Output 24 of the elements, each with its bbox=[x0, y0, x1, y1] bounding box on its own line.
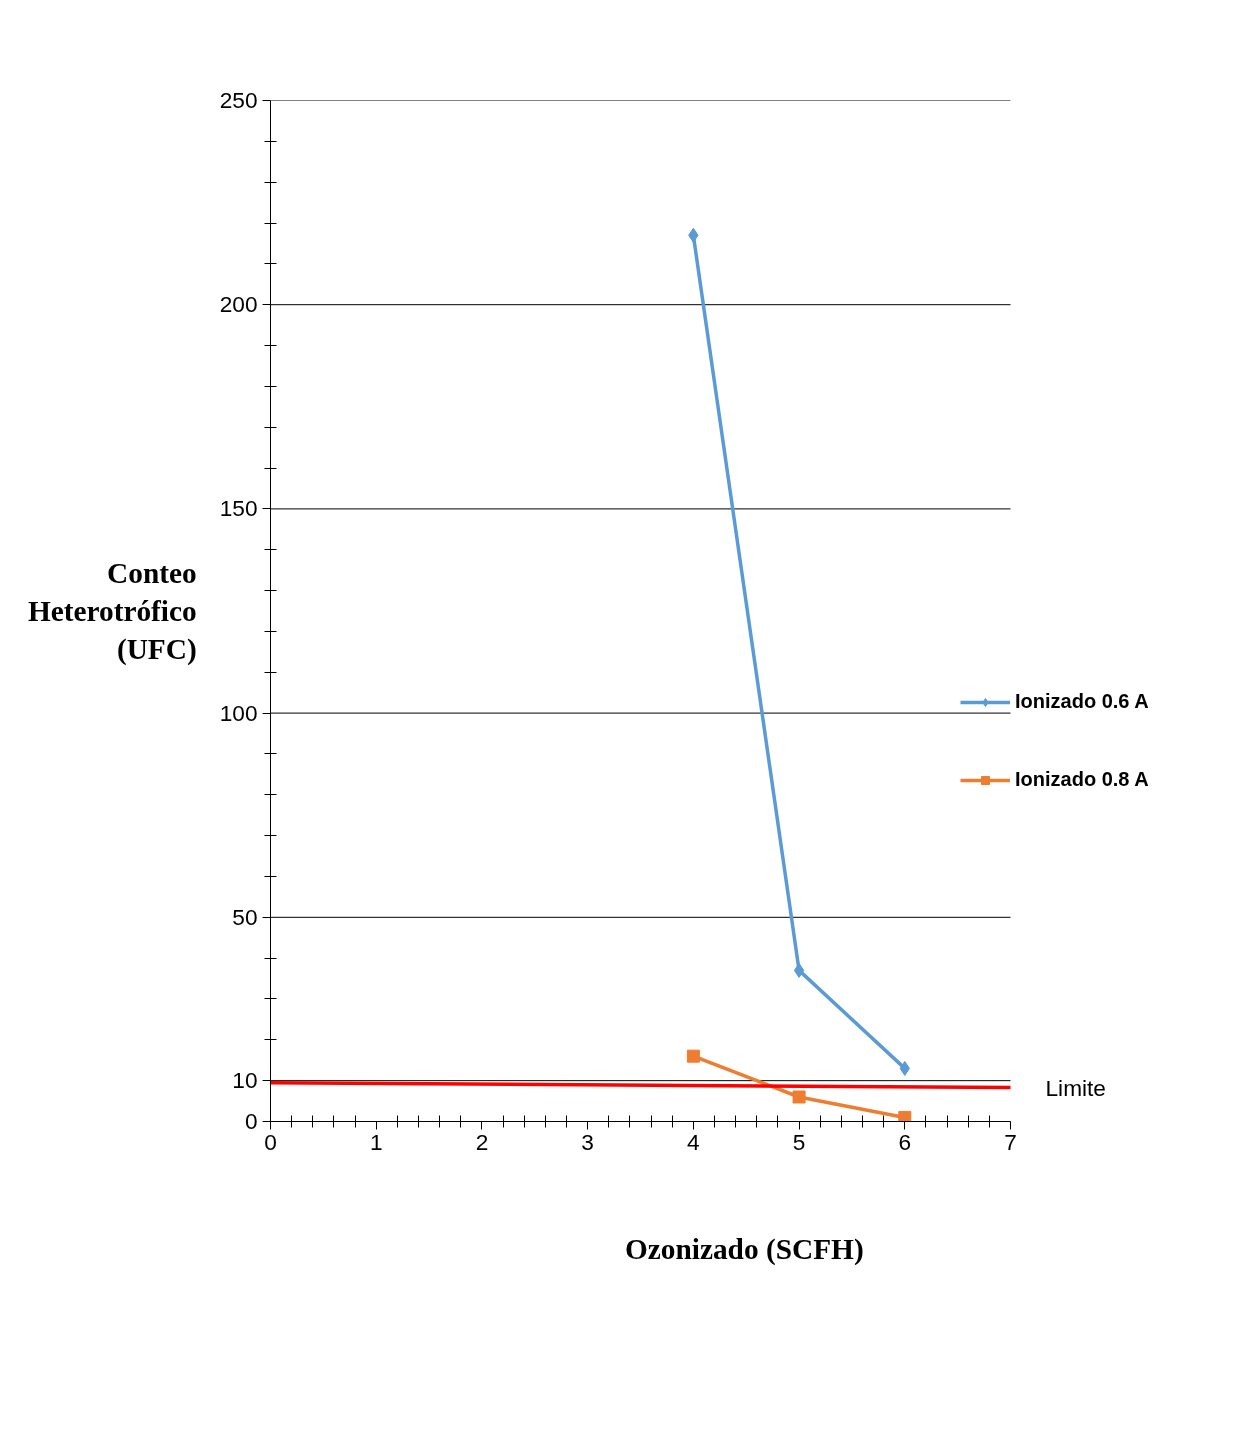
y-axis-title: Conteo Heterotrófico (UFC) bbox=[27, 556, 197, 667]
y-tick-label: 250 bbox=[219, 87, 258, 113]
x-tick-label: 5 bbox=[792, 1128, 806, 1155]
legend-label: Ionizado 0.6 A bbox=[1015, 690, 1149, 713]
y-tick-label: 150 bbox=[219, 495, 258, 522]
y-tick-label: 100 bbox=[219, 699, 258, 726]
x-tick-label: 6 bbox=[898, 1128, 912, 1155]
legend-label: Ionizado 0.8 A bbox=[1015, 768, 1149, 791]
y-tick-label: 50 bbox=[232, 903, 258, 930]
point bbox=[792, 1090, 806, 1104]
point bbox=[686, 1049, 700, 1063]
x-tick-label: 3 bbox=[581, 1128, 594, 1155]
x-tick-label: 4 bbox=[687, 1128, 700, 1155]
x-tick-label: 7 bbox=[1004, 1128, 1017, 1155]
y-tick-label: 10 bbox=[232, 1067, 258, 1094]
x-axis-title: Ozonizado (SCFH) bbox=[624, 1232, 864, 1266]
series-label: Limite bbox=[1045, 1074, 1106, 1101]
x-tick-label: 1 bbox=[369, 1128, 383, 1155]
x-tick-label: 2 bbox=[475, 1128, 489, 1155]
point bbox=[793, 962, 805, 978]
x-tick-label: 0 bbox=[264, 1128, 277, 1155]
y-tick-label: 0 bbox=[244, 1108, 258, 1134]
point bbox=[898, 1110, 912, 1122]
y-tick-label: 200 bbox=[219, 291, 258, 318]
